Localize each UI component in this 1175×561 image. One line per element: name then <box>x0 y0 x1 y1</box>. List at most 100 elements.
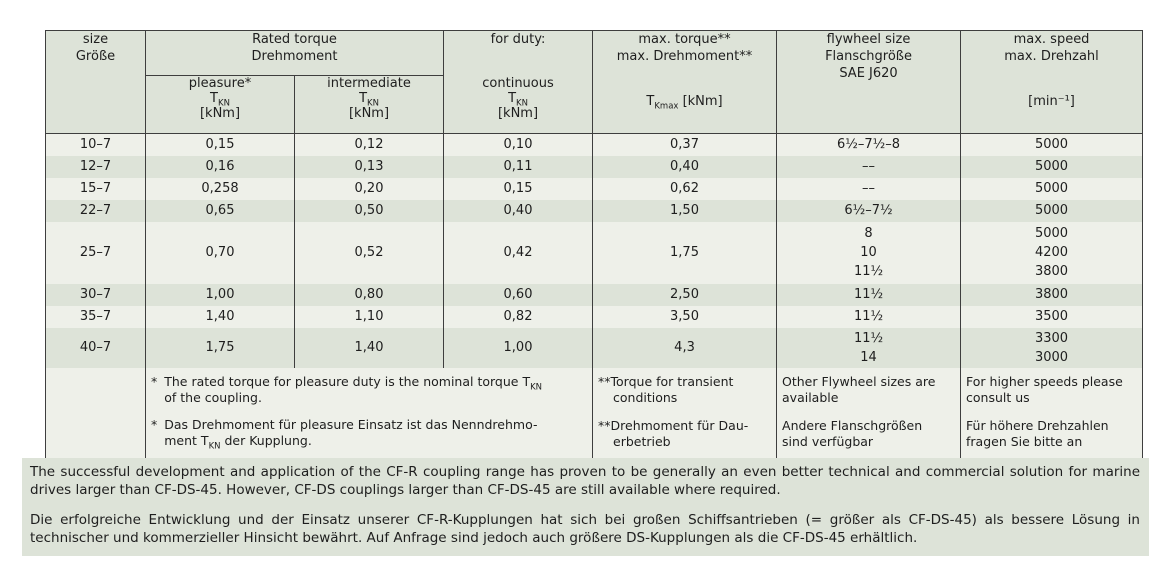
header-pleasure-unit: [kNm] <box>199 106 241 121</box>
header-intermediate-label: intermediate <box>327 76 411 91</box>
cell-continuous: 1,00 <box>443 327 594 368</box>
header-for-duty: for duty: continuous TKN [kNm] <box>443 30 594 134</box>
cell-continuous: 0,11 <box>443 155 594 178</box>
cell-pleasure: 0,15 <box>145 133 295 156</box>
cell-max-torque: 0,37 <box>592 133 778 156</box>
footnote-flywheel-de: Andere Flanschgrößen sind verfügbar <box>782 417 923 449</box>
header-flywheel-de: Flanschgröße <box>825 49 912 64</box>
cell-pleasure: 1,00 <box>145 283 295 306</box>
table-row: 12–7 0,16 0,13 0,11 0,40 –– 5000 <box>45 155 1144 178</box>
description-paragraph-en: The successful development and applicati… <box>30 464 1140 498</box>
cell-size: 22–7 <box>45 199 146 222</box>
header-continuous-label: continuous <box>482 76 554 91</box>
header-max-torque-symbol: TKmax [kNm] <box>646 94 723 112</box>
cell-size: 10–7 <box>45 133 146 156</box>
table-row: 15–7 0,258 0,20 0,15 0,62 –– 5000 <box>45 177 1144 200</box>
footnote-rated-torque-cell: * The rated torque for pleasure duty is … <box>144 367 594 466</box>
header-row-sub: pleasure* TKN [kNm] intermediate TKN [kN… <box>46 75 1143 134</box>
cell-continuous: 0,40 <box>443 199 594 222</box>
table-row: 40–7 1,75 1,40 1,00 4,3 11½ 14 3300 3000 <box>45 327 1144 368</box>
cell-speed: 5000 <box>960 133 1144 156</box>
cell-max-torque: 0,62 <box>592 177 778 200</box>
cell-max-torque: 0,40 <box>592 155 778 178</box>
footnote-speed-cell: For higher speeds please consult us Für … <box>960 367 1144 466</box>
footnote-flywheel-en: Other Flywheel sizes are available <box>782 373 936 405</box>
cell-size: 35–7 <box>45 305 146 328</box>
footnote-empty-cell <box>45 367 146 466</box>
cell-max-torque: 1,75 <box>592 221 778 284</box>
cell-max-torque: 4,3 <box>592 327 778 368</box>
description-block: The successful development and applicati… <box>22 458 1149 556</box>
header-size-de: Größe <box>75 49 116 64</box>
footnote-rated-en-text: The rated torque for pleasure duty is th… <box>164 373 543 405</box>
header-intermediate-unit: [kNm] <box>348 106 390 121</box>
header-continuous-symbol: TKN <box>508 91 528 109</box>
cell-flywheel: 6½–7½ <box>776 199 962 222</box>
cell-continuous: 0,10 <box>443 133 594 156</box>
cell-speed: 3300 3000 <box>960 327 1144 368</box>
footnote-max-torque-en: **Torque for transient conditions <box>598 373 734 405</box>
footnote-rated-en: * The rated torque for pleasure duty is … <box>151 374 587 406</box>
coupling-spec-table: size Größe Rated torque Drehmoment for d… <box>45 30 1144 467</box>
cell-pleasure: 1,40 <box>145 305 295 328</box>
header-max-speed-unit: [min⁻¹] <box>1028 94 1075 109</box>
cell-continuous: 0,15 <box>443 177 594 200</box>
header-rated-torque-en: Rated torque <box>252 32 337 47</box>
header-for-duty-label: for duty: <box>490 32 546 47</box>
header-flywheel-en: flywheel size <box>826 32 911 47</box>
cell-size: 25–7 <box>45 221 146 284</box>
cell-intermediate: 0,13 <box>293 155 445 178</box>
cell-max-torque: 3,50 <box>592 305 778 328</box>
header-max-speed-de: max. Drehzahl <box>1004 49 1099 64</box>
header-continuous-unit: [kNm] <box>497 106 539 121</box>
cell-speed: 5000 <box>960 155 1144 178</box>
cell-speed: 3800 <box>960 283 1144 306</box>
cell-flywheel: 8 10 11½ <box>776 221 962 284</box>
asterisk-marker: * <box>151 373 158 389</box>
header-flywheel-sae: SAE J620 <box>839 66 898 81</box>
header-rated-torque: Rated torque Drehmoment <box>144 30 445 76</box>
cell-size: 40–7 <box>45 327 146 368</box>
cell-pleasure: 0,16 <box>145 155 295 178</box>
cell-continuous: 0,82 <box>443 305 594 328</box>
cell-flywheel: –– <box>776 177 962 200</box>
table-row: 25–7 0,70 0,52 0,42 1,75 8 10 11½ 5000 4… <box>45 221 1144 284</box>
cell-intermediate: 0,20 <box>293 177 445 200</box>
footnote-speed-de: Für höhere Drehzahlen fragen Sie bitte a… <box>966 417 1109 449</box>
cell-pleasure: 0,70 <box>145 221 295 284</box>
footnote-flywheel-cell: Other Flywheel sizes are available Ander… <box>776 367 962 466</box>
cell-flywheel: 11½ 14 <box>776 327 962 368</box>
footnote-speed-en: For higher speeds please consult us <box>966 373 1123 405</box>
cell-size: 12–7 <box>45 155 146 178</box>
cell-speed: 5000 <box>960 199 1144 222</box>
cell-size: 15–7 <box>45 177 146 200</box>
cell-pleasure: 0,258 <box>145 177 295 200</box>
cell-intermediate: 0,12 <box>293 133 445 156</box>
header-row-top: size Größe Rated torque Drehmoment for d… <box>45 30 1144 134</box>
header-max-speed: max. speed max. Drehzahl [min⁻¹] <box>960 30 1144 134</box>
cell-intermediate: 1,40 <box>293 327 445 368</box>
footnote-rated-de: * Das Drehmoment für pleasure Einsatz is… <box>151 416 587 451</box>
cell-intermediate: 0,80 <box>293 283 445 306</box>
header-max-torque: max. torque** max. Drehmoment** TKmax [k… <box>592 30 778 134</box>
table-row: 22–7 0,65 0,50 0,40 1,50 6½–7½ 5000 <box>45 199 1144 222</box>
cell-speed: 3500 <box>960 305 1144 328</box>
header-size: size Größe <box>45 30 146 134</box>
header-max-torque-de: max. Drehmoment** <box>616 49 753 64</box>
cell-intermediate: 1,10 <box>293 305 445 328</box>
header-rated-torque-de: Drehmoment <box>251 49 338 64</box>
header-intermediate: intermediate TKN [kNm] <box>293 75 445 134</box>
cell-flywheel: 6½–7½–8 <box>776 133 962 156</box>
cell-flywheel: 11½ <box>776 283 962 306</box>
description-paragraph-de: Die erfolgreiche Entwicklung und der Ein… <box>30 512 1140 546</box>
header-flywheel: flywheel size Flanschgröße SAE J620 <box>776 30 962 134</box>
header-pleasure: pleasure* TKN [kNm] <box>145 75 295 134</box>
cell-flywheel: 11½ <box>776 305 962 328</box>
footnote-rated-de-text: Das Drehmoment für pleasure Einsatz ist … <box>164 416 538 451</box>
cell-speed: 5000 <box>960 177 1144 200</box>
cell-max-torque: 2,50 <box>592 283 778 306</box>
header-continuous-block: continuous TKN [kNm] <box>444 76 592 121</box>
asterisk-marker: * <box>151 416 158 432</box>
cell-pleasure: 1,75 <box>145 327 295 368</box>
footnote-row: * The rated torque for pleasure duty is … <box>45 367 1144 466</box>
